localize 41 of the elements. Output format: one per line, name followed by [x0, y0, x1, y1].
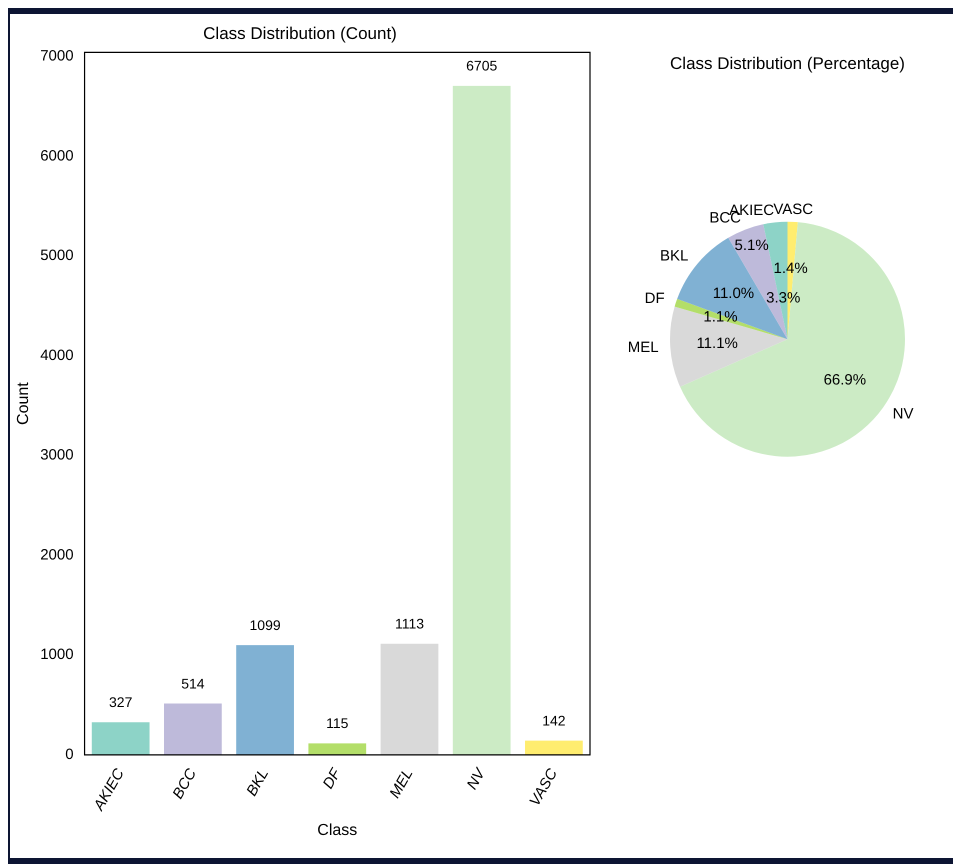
chart-title: Class Distribution (Count): [203, 24, 397, 43]
data-label: 6705: [466, 58, 498, 74]
y-tick-label: 0: [65, 746, 74, 763]
data-label: 1.4%: [774, 260, 808, 277]
bar: [92, 722, 150, 755]
slice-label: MEL: [628, 339, 659, 356]
data-label: 11.0%: [712, 285, 754, 302]
data-label: 1099: [250, 617, 281, 634]
y-axis-title: Count: [15, 382, 32, 425]
x-tick-label: NV: [464, 764, 490, 792]
slice-label: BKL: [660, 247, 688, 264]
x-axis-title: Class: [317, 822, 358, 839]
y-tick-label: 5000: [40, 247, 74, 264]
data-label: 1.1%: [703, 308, 738, 326]
y-tick-label: 7000: [40, 48, 74, 65]
bar: [308, 743, 366, 755]
x-tick-label: BKL: [243, 766, 272, 799]
slice-label: DF: [644, 290, 665, 308]
data-label: 142: [542, 712, 566, 729]
data-label: 3.3%: [766, 289, 800, 306]
y-tick-label: 3000: [40, 446, 74, 464]
data-label: 514: [181, 675, 205, 692]
y-tick-label: 2000: [40, 546, 74, 564]
data-label: 66.9%: [824, 371, 866, 388]
data-label: 327: [108, 694, 133, 710]
slice-label: VASC: [773, 201, 814, 218]
bar: [452, 86, 511, 755]
y-tick-label: 4000: [40, 346, 74, 364]
chart-title: Class Distribution (Percentage): [670, 54, 905, 73]
data-label: 115: [326, 715, 349, 732]
data-label: 1113: [394, 616, 424, 632]
slice-label: NV: [892, 406, 914, 423]
data-label: 5.1%: [734, 237, 769, 254]
bar: [380, 644, 438, 755]
y-tick-label: 6000: [40, 147, 74, 164]
data-label: 11.1%: [696, 335, 738, 352]
bar: [525, 740, 583, 755]
bar: [236, 645, 294, 755]
y-tick-label: 1000: [40, 646, 74, 664]
x-tick-label: DF: [320, 765, 345, 792]
bar: [164, 704, 222, 755]
